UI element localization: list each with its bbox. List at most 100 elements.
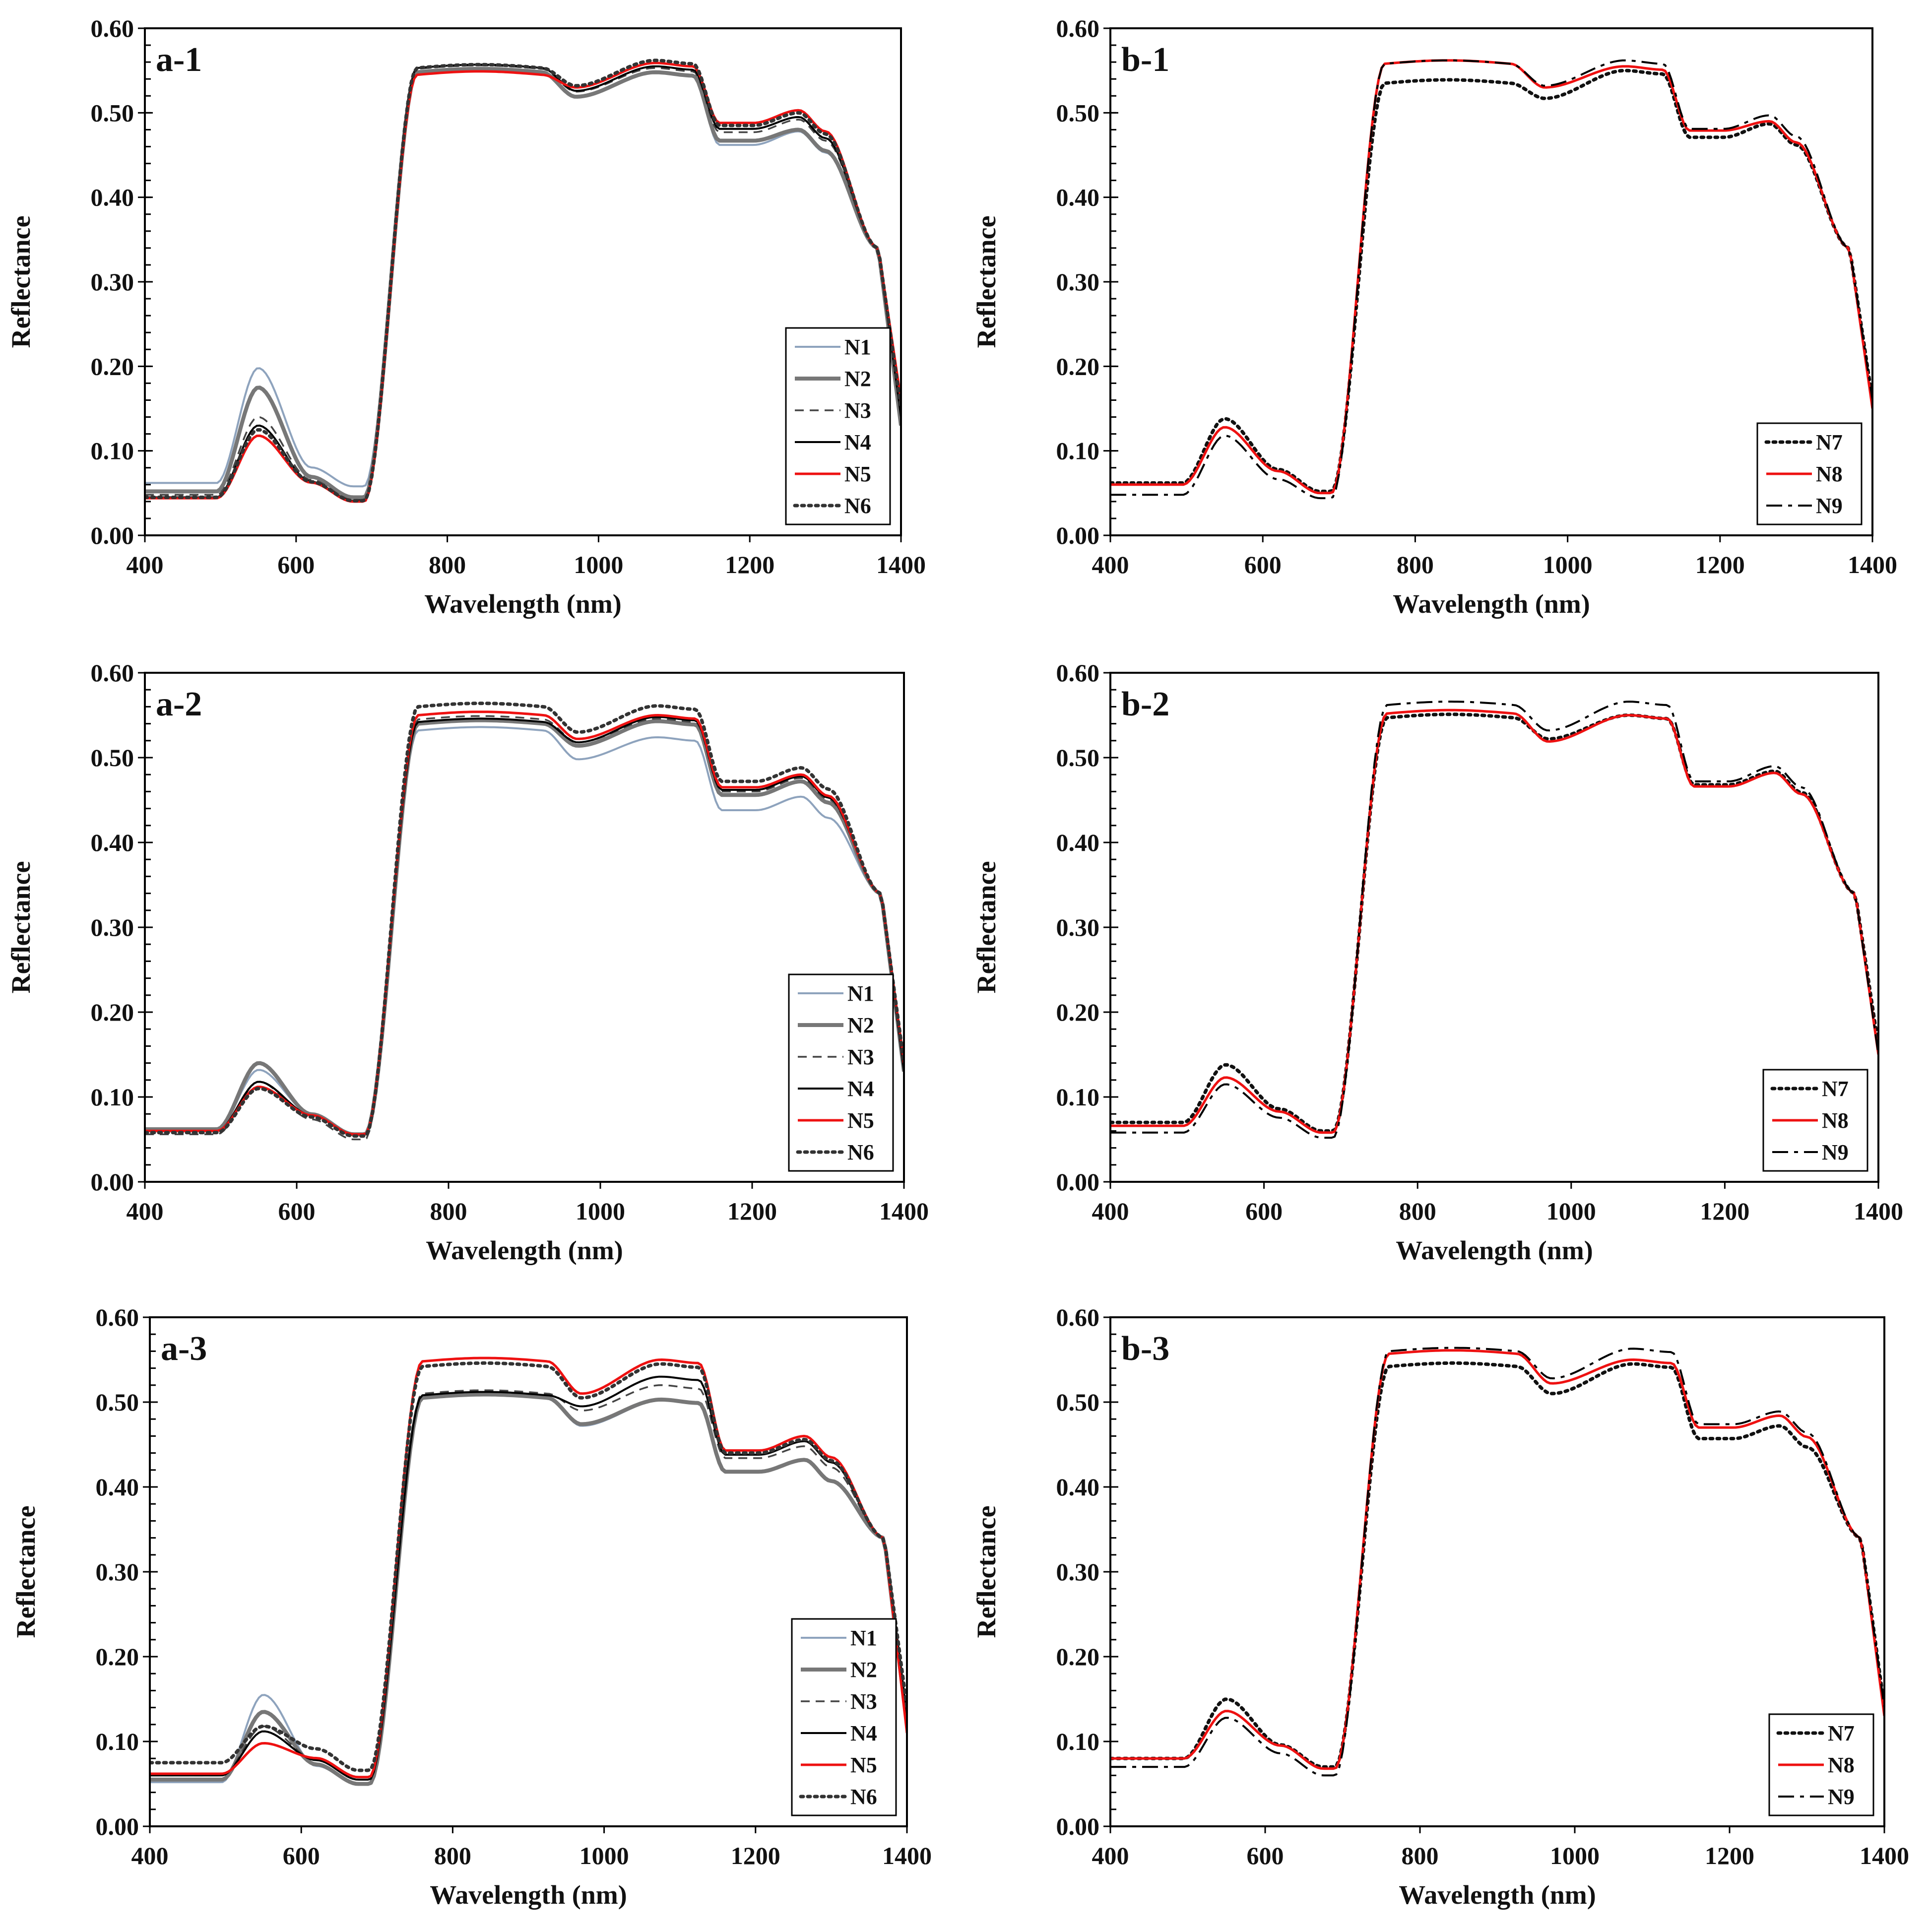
y-tick-label: 0.40 <box>1056 829 1100 856</box>
y-tick-label: 0.50 <box>1056 1388 1100 1416</box>
series-line-n5 <box>145 62 901 503</box>
y-tick-label: 0.60 <box>1056 659 1100 687</box>
series-line-n2 <box>150 1392 907 1786</box>
legend-label-n8: N8 <box>1822 1108 1849 1133</box>
legend-label-n4: N4 <box>847 1077 874 1101</box>
x-tick-label: 1000 <box>576 1197 625 1225</box>
y-tick-label: 0.30 <box>1056 913 1100 941</box>
x-tick-label: 1400 <box>1848 551 1897 579</box>
y-tick-label: 0.00 <box>1056 1168 1100 1196</box>
series-group <box>1110 701 1878 1139</box>
series-group <box>1110 59 1872 500</box>
legend-label-n1: N1 <box>850 1626 877 1650</box>
series-line-n9 <box>1110 1347 1884 1777</box>
series-line-n7 <box>1110 1361 1884 1769</box>
plot-frame <box>1109 1316 1885 1827</box>
x-tick-label: 1200 <box>1695 551 1745 579</box>
series-line-n9 <box>1110 701 1878 1139</box>
x-tick-label: 800 <box>430 1197 467 1225</box>
x-tick-label: 1400 <box>1854 1197 1903 1225</box>
x-tick-label: 800 <box>1397 551 1434 579</box>
legend-label-n5: N5 <box>844 462 871 486</box>
y-axis-title: Reflectance <box>971 1506 1001 1638</box>
y-tick-label: 0.00 <box>1056 521 1100 549</box>
y-tick-label: 0.60 <box>91 14 134 42</box>
y-tick-label: 0.30 <box>1056 268 1100 296</box>
x-tick-label: 1400 <box>1860 1842 1909 1869</box>
x-axis-title: Wavelength (nm) <box>1396 1235 1593 1265</box>
series-line-n7 <box>1110 712 1878 1133</box>
x-tick-label: 400 <box>1092 551 1129 579</box>
x-tick-label: 600 <box>278 1197 316 1225</box>
legend-label-n6: N6 <box>850 1785 877 1809</box>
x-tick-label: 1400 <box>876 551 926 579</box>
series-line-n2 <box>145 66 901 500</box>
panel-label: b-2 <box>1121 685 1169 723</box>
x-tick-label: 800 <box>1399 1197 1436 1225</box>
x-tick-label: 1000 <box>1543 551 1593 579</box>
legend-label-n3: N3 <box>850 1689 877 1714</box>
y-tick-label: 0.20 <box>91 998 134 1026</box>
legend: N1 N2 N3 N4 N5 N6 <box>791 1618 897 1816</box>
series-line-n3 <box>145 64 901 501</box>
series-line-n1 <box>145 726 904 1136</box>
plot-frame <box>149 1316 908 1827</box>
y-tick-label: 0.50 <box>91 744 134 772</box>
series-group <box>145 702 904 1141</box>
legend: N7 N8 N9 <box>1756 422 1863 525</box>
x-tick-label: 600 <box>1245 1197 1283 1225</box>
plot-frame <box>1109 672 1879 1183</box>
chart-panel-b-2: 0.00 0.10 0.20 0.30 0.40 0.50 0.60 400 600 800 100… <box>971 659 1903 1265</box>
y-tick-label: 0.10 <box>1056 1083 1100 1111</box>
legend-box <box>785 327 891 525</box>
legend-label-n9: N9 <box>1816 494 1843 518</box>
y-tick-label: 0.10 <box>91 437 134 465</box>
y-axis-title: Reflectance <box>971 216 1001 348</box>
y-tick-label: 0.60 <box>91 659 134 687</box>
y-tick-label: 0.50 <box>1056 99 1100 127</box>
series-group <box>1110 1347 1884 1777</box>
legend-label-n5: N5 <box>850 1753 877 1777</box>
legend-label-n6: N6 <box>847 1140 874 1164</box>
y-axis-title: Reflectance <box>11 1506 41 1638</box>
y-tick-label: 0.40 <box>96 1473 139 1501</box>
series-line-n6 <box>150 1361 907 1772</box>
x-axis-title: Wavelength (nm) <box>1393 589 1590 619</box>
legend-label-n7: N7 <box>1816 430 1843 454</box>
plot-frame <box>144 27 902 536</box>
chart-panel-a-3: 0.00 0.10 0.20 0.30 0.40 0.50 0.60 400 600 800 100… <box>11 1303 932 1910</box>
legend-label-n3: N3 <box>847 1045 874 1069</box>
series-line-n9 <box>1110 59 1872 500</box>
chart-panel-b-3: 0.00 0.10 0.20 0.30 0.40 0.50 0.60 400 600 800 100… <box>971 1303 1909 1910</box>
y-axis-title: Reflectance <box>971 861 1001 994</box>
y-tick-label: 0.10 <box>91 1083 134 1111</box>
x-axis-title: Wavelength (nm) <box>1399 1880 1596 1910</box>
legend-label-n2: N2 <box>850 1658 877 1682</box>
y-tick-label: 0.20 <box>1056 352 1100 380</box>
legend-label-n6: N6 <box>844 494 871 518</box>
legend-label-n2: N2 <box>847 1013 874 1037</box>
x-tick-label: 1200 <box>1705 1842 1754 1869</box>
y-tick-label: 0.40 <box>91 184 134 211</box>
legend-box <box>791 1618 897 1816</box>
legend-label-n7: N7 <box>1828 1721 1855 1745</box>
series-line-n4 <box>145 715 904 1136</box>
y-tick-label: 0.20 <box>96 1643 139 1671</box>
y-tick-label: 0.30 <box>91 913 134 941</box>
y-tick-label: 0.10 <box>1056 1728 1100 1755</box>
series-line-n6 <box>145 59 901 503</box>
x-tick-label: 400 <box>1092 1197 1129 1225</box>
panel-label: a-3 <box>161 1330 207 1368</box>
legend: N7 N8 N9 <box>1762 1069 1868 1172</box>
y-tick-label: 0.00 <box>91 521 134 549</box>
x-tick-label: 1200 <box>1700 1197 1749 1225</box>
series-line-n8 <box>1110 59 1872 495</box>
series-group <box>145 59 901 503</box>
panel-label: a-2 <box>156 685 202 723</box>
x-tick-label: 1400 <box>882 1842 932 1869</box>
legend-label-n5: N5 <box>847 1108 874 1133</box>
legend-label-n2: N2 <box>844 367 871 391</box>
plot-frame <box>1109 27 1873 536</box>
x-tick-label: 800 <box>1402 1842 1439 1869</box>
series-line-n7 <box>1110 68 1872 493</box>
